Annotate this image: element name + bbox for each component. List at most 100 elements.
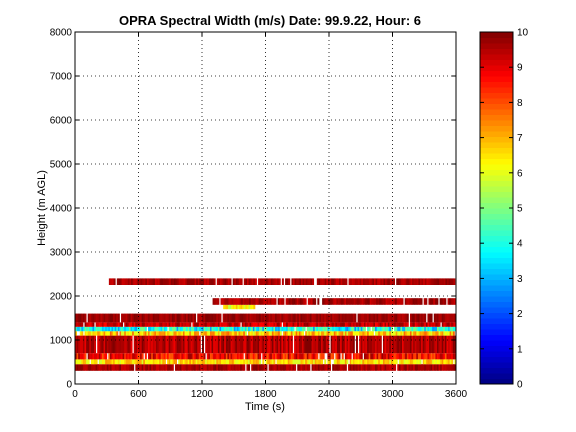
- heatmap-cell: [363, 298, 366, 305]
- heatmap-cell: [135, 322, 138, 327]
- heatmap-cell: [89, 326, 92, 332]
- heatmap-cell: [275, 278, 278, 285]
- heatmap-cell: [319, 335, 322, 354]
- heatmap-cell: [136, 326, 139, 332]
- heatmap-cell: [319, 313, 322, 323]
- heatmap-cell: [355, 326, 358, 332]
- heatmap-cell: [302, 359, 304, 365]
- heatmap-cell: [217, 298, 220, 305]
- heatmap-cell: [440, 331, 443, 336]
- heatmap-cell: [262, 313, 265, 323]
- heatmap-cell: [327, 331, 330, 336]
- heatmap-cell: [82, 364, 85, 371]
- heatmap-cell: [244, 353, 247, 360]
- heatmap-cell: [135, 359, 138, 365]
- heatmap-cell: [181, 364, 184, 371]
- heatmap-cell: [232, 353, 235, 360]
- heatmap-cell: [402, 326, 405, 332]
- heatmap-cell: [159, 322, 162, 327]
- heatmap-cell: [86, 322, 89, 327]
- heatmap-cell: [260, 326, 263, 332]
- heatmap-cell: [261, 298, 264, 305]
- heatmap-cell: [152, 326, 155, 332]
- heatmap-cell: [228, 353, 231, 360]
- heatmap-cell: [241, 322, 244, 327]
- heatmap-cell: [182, 322, 185, 327]
- heatmap-cell: [271, 335, 274, 354]
- heatmap-cell: [300, 335, 303, 354]
- heatmap-cell: [165, 322, 168, 327]
- heatmap-cell: [114, 353, 117, 360]
- heatmap-cell: [192, 353, 195, 360]
- heatmap-cell: [264, 298, 267, 305]
- heatmap-cell: [419, 331, 422, 336]
- heatmap-cell: [357, 359, 360, 365]
- heatmap-cell: [298, 359, 301, 365]
- heatmap-cell: [153, 278, 156, 285]
- heatmap-cell: [397, 278, 400, 285]
- heatmap-cell: [221, 326, 224, 332]
- heatmap-cell: [397, 335, 400, 354]
- heatmap-cell: [442, 298, 445, 305]
- heatmap-cell: [247, 298, 250, 305]
- heatmap-cell: [430, 335, 433, 354]
- heatmap-cell: [335, 353, 338, 360]
- heatmap-cell: [212, 298, 215, 305]
- heatmap-cell: [251, 353, 254, 360]
- y-tick-label: 1000: [50, 336, 73, 347]
- heatmap-cell: [165, 335, 168, 354]
- heatmap-cell: [81, 322, 84, 327]
- heatmap-cell: [273, 326, 276, 332]
- heatmap-cell: [384, 298, 387, 305]
- heatmap-cell: [111, 359, 114, 365]
- y-tick-label: 2000: [50, 292, 73, 303]
- heatmap-cell: [244, 326, 247, 332]
- heatmap-cell: [230, 364, 233, 371]
- heatmap-cell: [321, 353, 324, 360]
- heatmap-cell: [286, 313, 289, 323]
- heatmap-cell: [113, 364, 116, 371]
- heatmap-cell: [130, 353, 133, 360]
- heatmap-cell: [336, 326, 339, 332]
- heatmap-cell: [435, 322, 438, 327]
- heatmap-cell: [333, 322, 336, 327]
- heatmap-cell: [402, 359, 405, 365]
- heatmap-cell: [257, 364, 260, 371]
- heatmap-cell: [402, 353, 405, 360]
- heatmap-cell: [397, 322, 400, 327]
- heatmap-cell: [280, 298, 283, 305]
- heatmap-cell: [136, 364, 139, 371]
- heatmap-cell: [284, 335, 287, 354]
- heatmap-cell: [275, 326, 278, 332]
- heatmap-cell: [94, 364, 97, 371]
- heatmap-cell: [254, 335, 257, 354]
- heatmap-cell: [122, 335, 125, 354]
- heatmap-cell: [332, 353, 335, 360]
- heatmap-cell: [223, 298, 226, 305]
- heatmap-cell: [378, 331, 381, 336]
- heatmap-cell: [141, 322, 144, 327]
- heatmap-cell: [238, 331, 241, 336]
- heatmap-cell: [298, 335, 301, 354]
- heatmap-cell: [429, 331, 431, 336]
- heatmap-cell: [224, 304, 227, 310]
- heatmap-cell: [378, 322, 381, 327]
- heatmap-cell: [336, 331, 339, 336]
- heatmap-cell: [84, 322, 87, 327]
- heatmap-cell: [228, 298, 231, 305]
- heatmap-cell: [324, 335, 327, 354]
- heatmap-cell: [121, 364, 124, 371]
- colorbar-segment: [480, 224, 513, 231]
- heatmap-cell: [75, 313, 77, 323]
- heatmap-cell: [297, 313, 300, 323]
- heatmap-cell: [406, 322, 409, 327]
- heatmap-cell: [103, 331, 106, 336]
- heatmap-cell: [349, 364, 352, 371]
- heatmap-cell: [273, 313, 276, 323]
- heatmap-cell: [194, 364, 197, 371]
- heatmap-cell: [443, 313, 446, 323]
- heatmap-cell: [429, 364, 431, 371]
- heatmap-cell: [216, 326, 219, 332]
- heatmap-cell: [335, 322, 338, 327]
